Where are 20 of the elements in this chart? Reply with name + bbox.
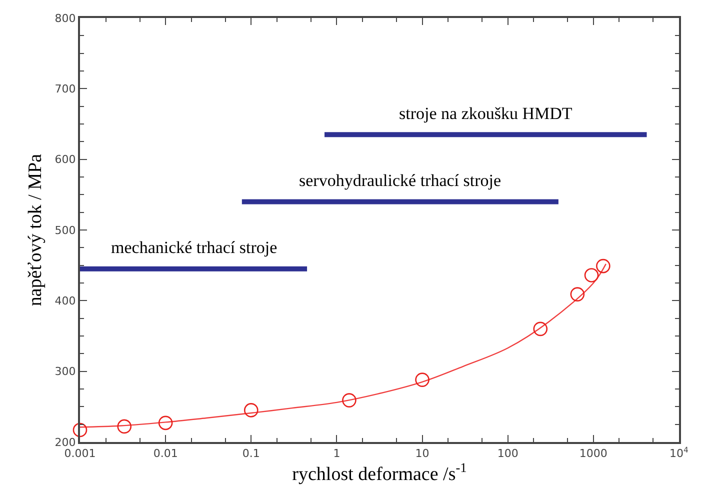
- series-label: servohydraulické trhací stroje: [299, 171, 502, 190]
- x-tick-label: 0.1: [242, 447, 260, 460]
- y-tick-label: 600: [54, 153, 76, 166]
- series-label: stroje na zkoušku HMDT: [399, 104, 573, 123]
- x-tick-label: 0.01: [153, 447, 178, 460]
- x-tick-label: 1: [333, 447, 340, 460]
- series-label: mechanické trhací stroje: [111, 238, 278, 257]
- x-tick-label: 10$^{4}$: [670, 446, 689, 460]
- y-tick-label: 700: [54, 82, 76, 96]
- y-tick-label: 500: [54, 224, 76, 237]
- y-tick-label: 300: [54, 365, 76, 378]
- y-tick-label: 400: [54, 294, 76, 308]
- y-axis-title: napěťový tok / MPa: [25, 153, 46, 306]
- x-tick-label: 100: [497, 447, 518, 460]
- y-tick-label: 800: [54, 12, 76, 25]
- x-axis-title: rychlost deformace /s$^{-1}$: [292, 460, 467, 486]
- x-tick-label: 0.001: [64, 447, 96, 460]
- x-tick-label: 10: [415, 447, 430, 460]
- x-tick-label: 1000: [579, 447, 608, 460]
- y-tick-label: 200: [54, 436, 76, 449]
